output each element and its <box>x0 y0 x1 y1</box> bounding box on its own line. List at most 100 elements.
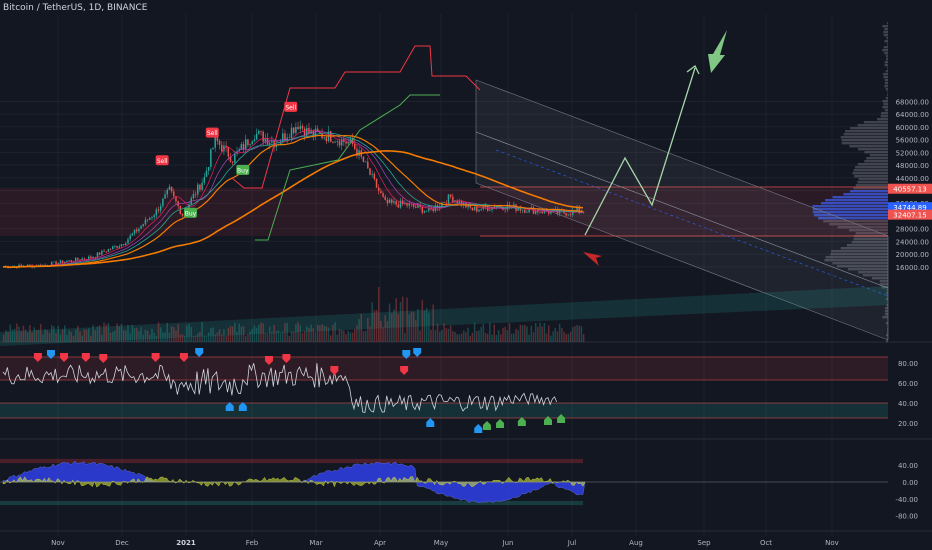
volume-bar <box>50 325 53 342</box>
rsi-marker <box>517 417 526 426</box>
price-marker <box>888 209 932 220</box>
sell-signal-label: Sell <box>207 130 218 137</box>
price-tick-label: 60000.00 <box>896 124 929 132</box>
rsi-marker <box>151 353 160 362</box>
volume-bar <box>408 314 410 342</box>
volume-bar <box>181 334 184 342</box>
candle-body <box>303 128 306 136</box>
candle-body <box>338 141 341 146</box>
candle-body <box>231 161 234 163</box>
volume-bar <box>90 335 92 342</box>
volume-bar <box>436 323 439 342</box>
volume-profile-bar <box>883 34 888 37</box>
volume-profile-bar <box>864 160 888 163</box>
volume-bar <box>528 334 530 342</box>
volume-bar <box>325 326 328 342</box>
volume-bar <box>476 331 478 342</box>
volume-profile-bar <box>882 316 888 319</box>
volume-profile-bar <box>840 247 888 250</box>
candle-body <box>181 213 184 216</box>
candle-body <box>425 210 428 212</box>
candle-body <box>197 184 199 195</box>
volume-profile-bar <box>883 46 888 49</box>
volume-bar <box>332 324 334 342</box>
volume-profile-bar <box>847 268 888 271</box>
volume-bar <box>306 326 308 342</box>
candle-body <box>88 256 90 260</box>
candle-body <box>194 194 197 195</box>
candle-body <box>112 246 114 250</box>
channel-midline <box>475 131 889 289</box>
candle-body <box>46 264 49 266</box>
volume-bar <box>371 302 373 342</box>
candle-body <box>382 193 384 197</box>
green-arrow <box>708 30 727 73</box>
volume-profile-bar <box>887 94 888 97</box>
volume-bar <box>183 335 186 342</box>
rsi-tick-label: 20.00 <box>898 420 918 428</box>
rsi-overbought-zone <box>0 357 888 380</box>
volume-bar <box>94 329 97 342</box>
price-tick-label: 44000.00 <box>896 175 929 183</box>
candle-body <box>439 206 441 209</box>
volume-bar <box>382 327 384 342</box>
rsi-marker <box>282 354 291 363</box>
time-tick-label: Nov <box>51 539 65 547</box>
volume-bar <box>421 299 424 342</box>
candle-body <box>221 144 223 152</box>
candle-body <box>188 204 190 210</box>
candle-body <box>216 134 219 141</box>
rsi-marker <box>46 350 55 359</box>
volume-bar <box>194 335 197 342</box>
volume-bar <box>170 325 173 342</box>
volume-bar <box>452 331 454 342</box>
candle-body <box>362 156 365 162</box>
volume-profile-bar <box>886 292 888 295</box>
candle-body <box>353 144 356 149</box>
volume-profile-bar <box>882 25 888 28</box>
candle-body <box>306 128 308 136</box>
candle-body <box>388 199 391 204</box>
volume-profile-bar <box>886 37 888 40</box>
candle-body <box>127 239 129 244</box>
volume-bar <box>144 329 147 342</box>
volume-bar <box>105 324 107 342</box>
price-zone <box>0 188 888 236</box>
volume-bar <box>434 329 437 342</box>
volume-profile-bar <box>887 67 888 70</box>
volume-bar <box>316 324 319 342</box>
volume-bar <box>244 335 247 342</box>
candle-body <box>20 264 22 266</box>
candle-body <box>284 133 286 140</box>
rsi-marker <box>81 353 90 362</box>
volume-bar <box>321 324 323 342</box>
time-tick-label: Dec <box>115 539 129 547</box>
candle-body <box>489 209 491 211</box>
candle-body <box>253 139 256 142</box>
candle-body <box>550 210 552 214</box>
volume-profile-bar <box>836 265 888 268</box>
candle-body <box>29 264 31 266</box>
rsi-marker <box>264 356 273 365</box>
volume-profile <box>812 22 888 343</box>
candle-body <box>212 147 214 150</box>
volume-profile-bar <box>881 112 888 115</box>
volume-bar <box>238 323 240 342</box>
osc-tick-label: 0.00 <box>902 479 918 487</box>
price-marker-label: 40557.13 <box>893 186 926 194</box>
volume-bar <box>57 325 59 342</box>
volume-profile-bar <box>857 181 888 184</box>
volume-profile-bar <box>885 322 888 325</box>
candle-body <box>116 246 118 248</box>
ma-line <box>2 129 583 268</box>
candle-body <box>77 257 79 260</box>
volume-bar <box>336 334 339 342</box>
volume-profile-bar <box>884 310 888 313</box>
candle-body <box>70 260 73 262</box>
volume-bar <box>225 335 227 342</box>
volume-bar <box>168 332 171 342</box>
candle-body <box>107 249 110 252</box>
candle-body <box>369 168 371 175</box>
candle-body <box>449 194 452 197</box>
